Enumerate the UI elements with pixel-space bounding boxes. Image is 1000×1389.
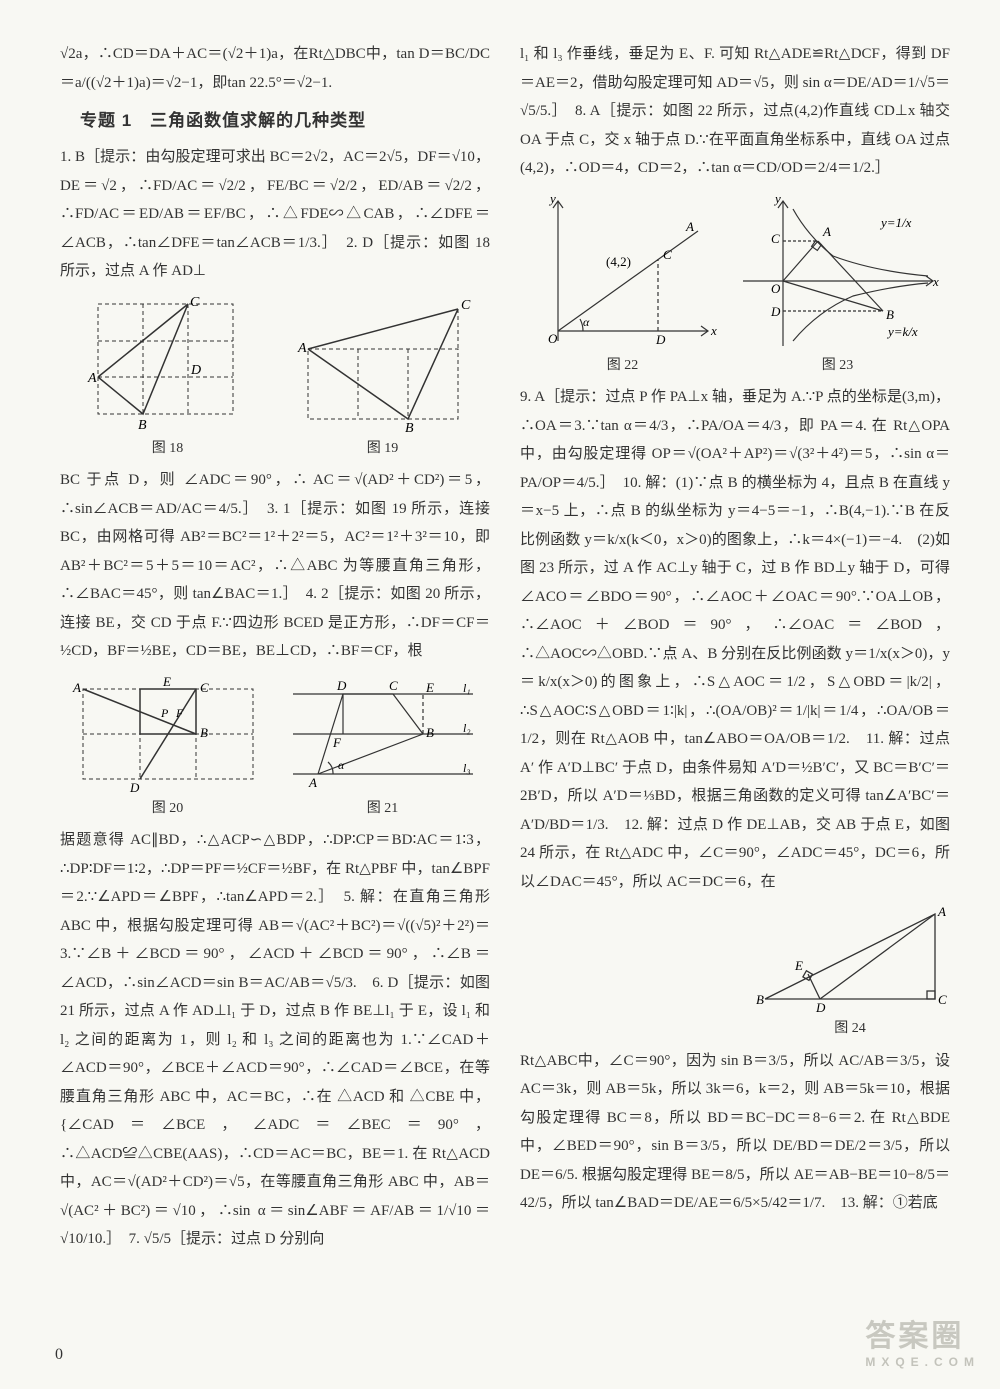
fig20-svg: A E C P F B D: [68, 674, 268, 794]
intro-line: √2a，∴CD＝DA＋AC＝(√2＋1)a，在Rt△DBC中，tan D＝BC/…: [60, 40, 490, 97]
fig21-svg: D C E F B A α l₁ l₂ l₃: [283, 674, 483, 794]
fig22-svg: O x y D C A (4,2) α: [528, 191, 718, 351]
right-p1: l₁ 和 l₃ 作垂线，垂足为 E、F. 可知 Rt△ADE≌Rt△DCF，得到…: [520, 40, 950, 183]
fig22-caption: 图 22: [528, 353, 718, 380]
svg-text:y=1/x: y=1/x: [879, 215, 912, 230]
svg-text:F: F: [332, 735, 342, 750]
watermark-sub: MXQE.COM: [865, 1355, 980, 1369]
fig18-svg: A B C D: [78, 294, 258, 434]
fig20-wrap: A E C P F B D 图 20: [68, 674, 268, 823]
fig19-wrap: A B C 图 19: [293, 294, 473, 463]
left-column: √2a，∴CD＝DA＋AC＝(√2＋1)a，在Rt△DBC中，tan D＝BC/…: [60, 40, 490, 1359]
svg-text:A: A: [937, 904, 946, 919]
svg-text:D: D: [129, 780, 140, 794]
svg-text:O: O: [548, 331, 558, 346]
svg-text:E: E: [162, 674, 171, 689]
fig24-caption: 图 24: [750, 1016, 950, 1043]
fig19-caption: 图 19: [293, 436, 473, 463]
page-number: 0: [55, 1346, 63, 1364]
svg-text:D: D: [815, 1000, 826, 1014]
svg-text:A: A: [308, 775, 317, 790]
svg-text:B: B: [138, 418, 147, 433]
svg-text:C: C: [389, 678, 398, 693]
fig22-wrap: O x y D C A (4,2) α 图 22: [528, 191, 718, 380]
fig21-wrap: D C E F B A α l₁ l₂ l₃ 图 21: [283, 674, 483, 823]
svg-text:B: B: [426, 725, 434, 740]
fig24-svg: B D C A E: [750, 904, 950, 1014]
fig-row-20-21: A E C P F B D 图 20: [60, 674, 490, 823]
svg-text:C: C: [461, 298, 471, 313]
fig18-caption: 图 18: [78, 436, 258, 463]
fig23-wrap: O x y C A D B y=1/x y=k/x 图 23: [733, 191, 943, 380]
svg-text:O: O: [771, 281, 781, 296]
right-p3: Rt△ABC中，∠C＝90°，因为 sin B＝3/5，所以 AC/AB＝3/5…: [520, 1047, 950, 1218]
svg-text:y=k/x: y=k/x: [886, 324, 918, 339]
svg-text:y: y: [773, 191, 781, 206]
svg-text:D: D: [655, 332, 666, 347]
svg-text:E: E: [425, 680, 434, 695]
svg-text:A: A: [72, 680, 81, 695]
svg-text:C: C: [200, 680, 209, 695]
watermark: 答案圈 MXQE.COM: [865, 1311, 980, 1369]
svg-text:D: D: [336, 678, 347, 693]
svg-text:A: A: [685, 219, 694, 234]
fig23-caption: 图 23: [733, 353, 943, 380]
svg-text:P: P: [160, 706, 169, 720]
fig24-wrap: B D C A E 图 24: [750, 904, 950, 1043]
svg-text:D: D: [770, 304, 781, 319]
left-p1: 1. B［提示：由勾股定理可求出 BC＝2√2，AC＝2√5，DF＝√10，DE…: [60, 143, 490, 286]
svg-text:C: C: [190, 295, 200, 310]
right-p2: 9. A［提示：过点 P 作 PA⊥x 轴，垂足为 A.∵P 点的坐标是(3,m…: [520, 383, 950, 896]
svg-text:D: D: [190, 363, 201, 378]
svg-text:α: α: [338, 758, 345, 772]
svg-text:C: C: [771, 231, 780, 246]
svg-text:A: A: [87, 371, 97, 386]
svg-text:l₂: l₂: [463, 721, 471, 735]
svg-text:x: x: [932, 274, 939, 289]
fig-row-24: B D C A E 图 24: [520, 904, 950, 1043]
svg-text:y: y: [548, 191, 556, 206]
fig-row-18-19: A B C D 图 18: [60, 294, 490, 463]
svg-text:A: A: [297, 341, 307, 356]
fig23-svg: O x y C A D B y=1/x y=k/x: [733, 191, 943, 351]
svg-text:l₃: l₃: [463, 761, 471, 775]
svg-text:x: x: [710, 323, 717, 338]
fig21-caption: 图 21: [283, 796, 483, 823]
svg-text:B: B: [756, 992, 764, 1007]
svg-text:(4,2): (4,2): [606, 254, 631, 269]
svg-text:E: E: [794, 958, 803, 973]
watermark-main: 答案圈: [865, 1320, 964, 1353]
left-p2: BC 于点 D，则 ∠ADC＝90°，∴ AC＝√(AD²＋CD²)＝5，∴si…: [60, 466, 490, 666]
svg-text:F: F: [175, 706, 184, 720]
fig20-caption: 图 20: [68, 796, 268, 823]
svg-text:A: A: [822, 224, 831, 239]
fig19-svg: A B C: [293, 294, 473, 434]
fig18-wrap: A B C D 图 18: [78, 294, 258, 463]
section-title: 专题 1 三角函数值求解的几种类型: [80, 105, 490, 137]
fig-row-22-23: O x y D C A (4,2) α 图 22: [520, 191, 950, 380]
right-column: l₁ 和 l₃ 作垂线，垂足为 E、F. 可知 Rt△ADE≌Rt△DCF，得到…: [520, 40, 950, 1359]
svg-text:B: B: [405, 421, 414, 434]
svg-text:B: B: [200, 725, 208, 740]
svg-text:l₁: l₁: [463, 681, 471, 695]
svg-text:C: C: [938, 992, 947, 1007]
left-p3: 据题意得 AC∥BD，∴△ACP∽△BDP，∴DP∶CP＝BD∶AC＝1∶3，∴…: [60, 826, 490, 1254]
page: √2a，∴CD＝DA＋AC＝(√2＋1)a，在Rt△DBC中，tan D＝BC/…: [0, 0, 1000, 1389]
svg-text:B: B: [886, 307, 894, 322]
svg-text:C: C: [663, 247, 672, 262]
svg-text:α: α: [583, 315, 590, 329]
